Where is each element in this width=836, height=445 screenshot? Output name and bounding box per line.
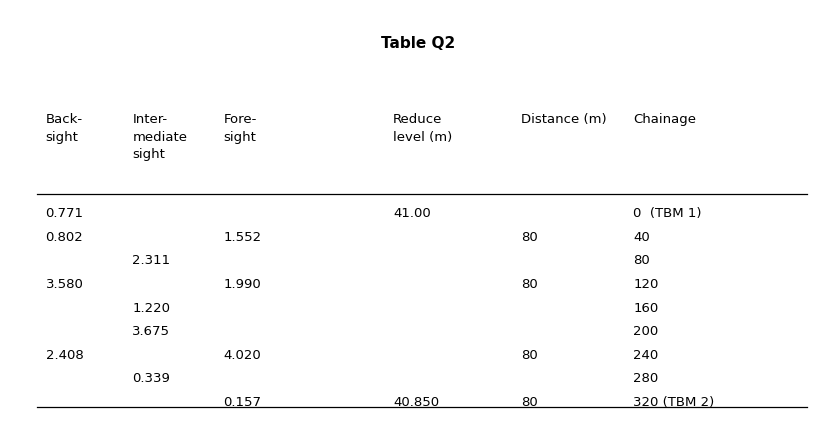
Text: 1.990: 1.990 [223, 278, 261, 291]
Text: 2.311: 2.311 [132, 255, 171, 267]
Text: 0.157: 0.157 [223, 396, 262, 409]
Text: 160: 160 [633, 302, 659, 315]
Text: Distance (m): Distance (m) [522, 113, 607, 126]
Text: Table Q2: Table Q2 [381, 36, 455, 51]
Text: 200: 200 [633, 325, 659, 338]
Text: 1.552: 1.552 [223, 231, 262, 244]
Text: 320 (TBM 2): 320 (TBM 2) [633, 396, 715, 409]
Text: 41.00: 41.00 [393, 207, 431, 220]
Text: Reduce
level (m): Reduce level (m) [393, 113, 452, 144]
Text: 80: 80 [522, 231, 538, 244]
Text: Chainage: Chainage [633, 113, 696, 126]
Text: 80: 80 [522, 396, 538, 409]
Text: 0.771: 0.771 [45, 207, 84, 220]
Text: 120: 120 [633, 278, 659, 291]
Text: 40: 40 [633, 231, 650, 244]
Text: 80: 80 [633, 255, 650, 267]
Text: 4.020: 4.020 [223, 349, 261, 362]
Text: 1.220: 1.220 [132, 302, 171, 315]
Text: 2.408: 2.408 [45, 349, 84, 362]
Text: 3.675: 3.675 [132, 325, 171, 338]
Text: 0  (TBM 1): 0 (TBM 1) [633, 207, 701, 220]
Text: 80: 80 [522, 349, 538, 362]
Text: 3.580: 3.580 [45, 278, 84, 291]
Text: 40.850: 40.850 [393, 396, 439, 409]
Text: 240: 240 [633, 349, 659, 362]
Text: 0.339: 0.339 [132, 372, 171, 385]
Text: 80: 80 [522, 278, 538, 291]
Text: Inter-
mediate
sight: Inter- mediate sight [132, 113, 187, 162]
Text: 0.802: 0.802 [45, 231, 84, 244]
Text: Fore-
sight: Fore- sight [223, 113, 257, 144]
Text: 280: 280 [633, 372, 659, 385]
Text: Back-
sight: Back- sight [45, 113, 83, 144]
